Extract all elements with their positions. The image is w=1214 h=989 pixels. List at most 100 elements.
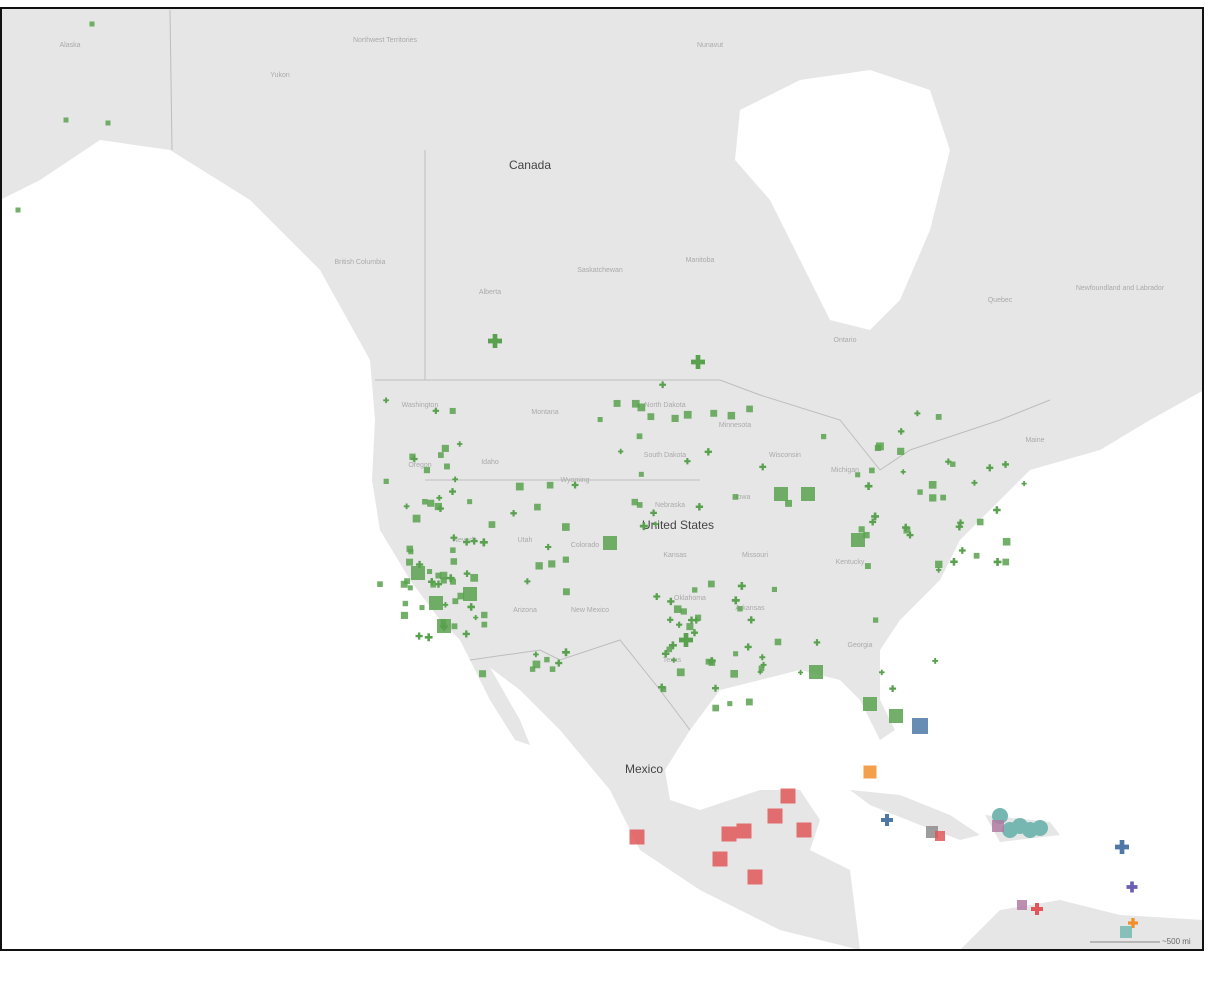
marker [813, 639, 821, 646]
marker [929, 494, 937, 502]
marker [993, 506, 1001, 514]
marker [666, 646, 673, 653]
region-label: Quebec [988, 297, 1013, 304]
marker [105, 120, 111, 126]
marker [935, 560, 943, 569]
marker [1002, 558, 1010, 566]
marker [695, 503, 704, 511]
marker [780, 788, 796, 804]
marker [636, 502, 643, 508]
marker [383, 478, 389, 484]
marker [661, 650, 670, 658]
marker [712, 684, 719, 692]
marker [402, 600, 409, 607]
region-label: North Dakota [644, 402, 685, 409]
region-label: Michigan [831, 467, 859, 474]
marker [760, 661, 767, 668]
marker [1031, 903, 1043, 915]
marker [976, 518, 984, 526]
marker [563, 588, 570, 596]
marker [423, 467, 431, 474]
marker [636, 433, 643, 440]
marker [928, 481, 937, 489]
marker [442, 602, 449, 608]
region-label: Saskatchewan [577, 267, 623, 274]
cuba [850, 790, 980, 840]
marker [1032, 820, 1048, 836]
marker [758, 665, 765, 672]
marker [712, 851, 728, 867]
region-label: Ontario [834, 337, 857, 344]
marker [973, 552, 980, 559]
region-label: Idaho [481, 459, 499, 466]
marker [429, 596, 443, 610]
marker [450, 547, 456, 553]
region-label: Wyoming [560, 477, 589, 484]
marker [667, 616, 674, 623]
marker [733, 651, 739, 657]
marker [456, 441, 463, 447]
marker [449, 488, 456, 496]
marker [613, 399, 621, 407]
marker [774, 638, 782, 646]
marker [771, 586, 778, 592]
marker [428, 578, 436, 586]
marker [562, 648, 570, 657]
marker [631, 399, 640, 408]
marker [746, 405, 753, 413]
borders [169, 9, 1051, 731]
country-label: Canada [509, 158, 551, 172]
marker [533, 651, 539, 658]
marker [897, 428, 905, 435]
marker [647, 413, 655, 421]
marker [470, 573, 479, 582]
marker [1017, 900, 1027, 910]
marker [463, 570, 471, 577]
marker [721, 826, 737, 842]
region-label: Nunavut [697, 42, 723, 49]
marker [950, 461, 956, 467]
marker [900, 469, 906, 475]
region-label: Kentucky [836, 559, 865, 566]
marker [618, 448, 624, 455]
marker [731, 596, 740, 605]
marker [603, 536, 617, 550]
marker [785, 499, 793, 507]
marker [434, 502, 442, 511]
marker [744, 643, 752, 651]
marker [971, 479, 978, 486]
marker [1002, 537, 1011, 546]
marker [668, 641, 677, 650]
marker [515, 482, 524, 491]
marker [452, 598, 459, 605]
marker [546, 481, 554, 489]
marker [408, 549, 414, 555]
marker [889, 709, 903, 723]
marker [759, 654, 766, 661]
marker [444, 463, 450, 470]
region-label: Arkansas [735, 605, 765, 612]
marker [562, 556, 569, 563]
marker [671, 414, 679, 422]
marker [737, 581, 746, 590]
marker [406, 545, 414, 553]
marker [383, 397, 389, 404]
marker [774, 487, 788, 501]
region-label: Maine [1025, 437, 1044, 444]
hudson-bay [735, 70, 950, 330]
marker [872, 617, 879, 623]
marker [692, 587, 698, 593]
marker [680, 608, 687, 615]
marker [864, 482, 873, 491]
marker [737, 606, 743, 612]
marker [400, 580, 408, 588]
marker [889, 685, 897, 693]
region-label: Manitoba [686, 257, 715, 264]
marker [450, 534, 458, 542]
marker [809, 665, 823, 679]
marker [903, 526, 911, 534]
marker [955, 523, 964, 531]
marker [411, 566, 425, 580]
marker [400, 611, 408, 619]
